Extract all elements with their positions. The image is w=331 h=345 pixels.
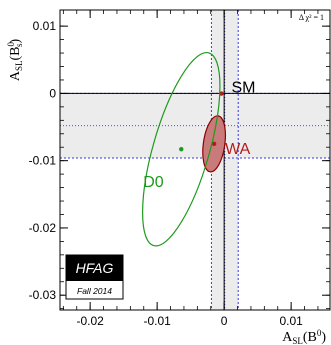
y-tick-label: 0.01 bbox=[33, 19, 57, 33]
y-tick-label: -0.03 bbox=[29, 288, 57, 302]
plot-frame bbox=[59, 9, 331, 311]
sm-label: SM bbox=[231, 80, 255, 97]
x-tick-label: -0.01 bbox=[143, 314, 171, 328]
y-axis-title: ASL(B0s) bbox=[6, 39, 24, 82]
d0-label: D0 bbox=[143, 174, 164, 191]
d0-ellipse bbox=[142, 51, 221, 247]
x-tick-label: 0 bbox=[221, 314, 228, 328]
hfag-logo: HFAG Fall 2014 bbox=[65, 254, 124, 300]
logo-title: HFAG bbox=[76, 260, 114, 276]
delta-chi2-annotation: Δ χ² = 1 bbox=[299, 13, 324, 22]
wa-point bbox=[211, 141, 217, 147]
logo-banner bbox=[66, 255, 123, 281]
wa-label: WA bbox=[225, 141, 251, 158]
d0-point bbox=[179, 147, 184, 152]
x-axis-title: ASL(B0) bbox=[282, 328, 326, 345]
y-tick-label: -0.01 bbox=[29, 154, 57, 168]
x-tick-label: 0.01 bbox=[279, 314, 303, 328]
plot-border bbox=[59, 9, 331, 311]
axis-labels: -0.02 -0.01 0 0.01 0.01 0 -0.01 -0.02 -0.03 SM WA D… bbox=[6, 13, 326, 345]
logo-subtitle: Fall 2014 bbox=[77, 286, 112, 296]
y-tick-label: -0.02 bbox=[29, 221, 57, 235]
y-tick-label: 0 bbox=[49, 86, 56, 100]
x-tick-label: -0.02 bbox=[76, 314, 104, 328]
